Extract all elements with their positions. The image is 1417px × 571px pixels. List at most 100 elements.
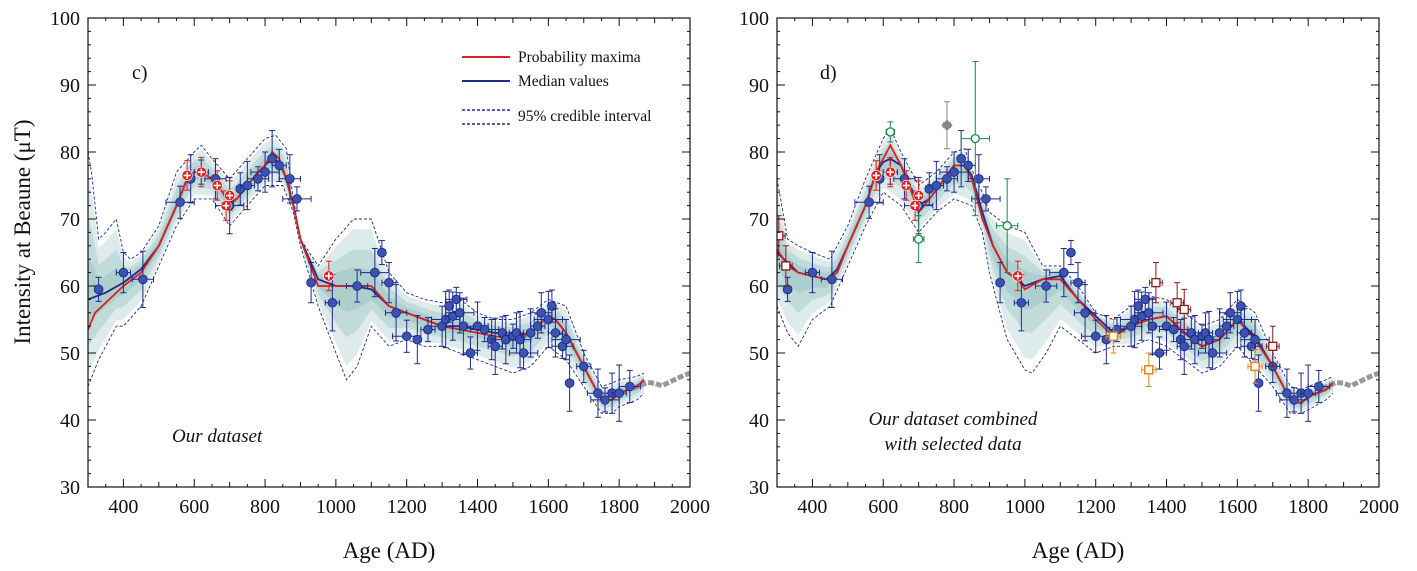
x-tick-label: 600 (868, 496, 898, 518)
data-point (1282, 388, 1292, 399)
selected-point-darkred (1179, 304, 1189, 315)
x-tick-label: 2000 (670, 496, 710, 518)
data-point (253, 174, 263, 184)
y-tick-label: 50 (60, 343, 80, 365)
data-point (974, 174, 984, 184)
data-point (1179, 341, 1190, 352)
data-point (782, 284, 793, 295)
data-point (118, 267, 129, 278)
data-point (1041, 281, 1051, 291)
selected-point-green (1002, 221, 1012, 231)
data-point (1289, 395, 1299, 405)
annotation-line: with selected data (884, 434, 1021, 455)
data-point (550, 328, 561, 338)
selected-point-darkred (1151, 277, 1161, 288)
data-point (956, 153, 966, 164)
x-tick-label: 1800 (599, 496, 639, 518)
data-point (942, 174, 952, 184)
panel-c-legend: Probability maxima Median values 95% cre… (462, 49, 651, 125)
x-tick-label: 1400 (1147, 496, 1187, 518)
reference-model-line (632, 370, 690, 391)
data-point (327, 297, 338, 308)
x-tick-label: 600 (179, 496, 209, 518)
panel-d-annotation: Our dataset combined with selected data (869, 409, 1038, 455)
x-tick-label: 400 (797, 496, 827, 518)
data-point (267, 153, 277, 164)
y-tick-label: 100 (50, 8, 80, 30)
data-point (1214, 328, 1225, 338)
data-point (1140, 294, 1151, 305)
selected-point-grey (941, 119, 953, 131)
data-point (285, 174, 295, 184)
x-tick-label: 1200 (1076, 496, 1116, 518)
data-point (1066, 247, 1076, 258)
x-tick-label: 1600 (1217, 496, 1257, 518)
data-point (138, 274, 148, 285)
credible-interval-upper (88, 134, 645, 388)
panel-c-chart: Age (AD) c) Our dataset Probability maxi… (50, 8, 710, 563)
x-tick-label: 800 (939, 496, 969, 518)
data-point (455, 307, 465, 318)
selected-point-darkred (777, 231, 784, 241)
data-point (532, 321, 543, 332)
data-point (1090, 331, 1101, 342)
data-point (807, 267, 818, 278)
data-point (1168, 324, 1179, 335)
x-tick-label: 1600 (528, 496, 568, 518)
data-point (377, 247, 387, 258)
data-point (384, 277, 394, 288)
data-point (827, 274, 837, 285)
data-point (525, 328, 536, 338)
data-point (931, 180, 942, 191)
legend-label-probability-maxima: Probability maxima (518, 49, 641, 66)
data-point (1073, 277, 1083, 288)
selected-point-green (970, 133, 980, 144)
panel-d-x-axis-label: Age (AD) (1032, 538, 1125, 563)
y-tick-label: 90 (60, 75, 80, 97)
selected-point-orange (1108, 331, 1119, 342)
data-point (444, 301, 455, 311)
panel-c-annotation: Our dataset (172, 426, 263, 447)
x-tick-label: 1400 (458, 496, 498, 518)
x-tick-label: 1800 (1288, 496, 1328, 518)
data-point (412, 334, 423, 345)
x-tick-label: 800 (250, 496, 280, 518)
selected-point-darkred (1268, 341, 1278, 351)
y-axis-label: Intensity at Beaune (μT) (10, 119, 35, 344)
data-point (1250, 334, 1260, 345)
data-point (451, 294, 462, 305)
data-point (1239, 328, 1250, 338)
data-point (1154, 348, 1165, 358)
data-point (401, 331, 412, 342)
data-point (93, 284, 104, 295)
data-point (578, 361, 589, 372)
data-point (564, 378, 575, 388)
x-tick-label: 1000 (316, 496, 356, 518)
credible-interval-lower (88, 185, 645, 414)
x-tick-label: 1000 (1005, 496, 1045, 518)
legend-label-credible-interval: 95% credible interval (518, 108, 651, 125)
data-point (1059, 267, 1069, 278)
y-tick-label: 100 (739, 8, 769, 30)
plot-area (777, 61, 1379, 422)
y-tick-label: 90 (749, 75, 769, 97)
x-tick-label: 2000 (1359, 496, 1399, 518)
data-point (391, 307, 401, 318)
data-point (614, 388, 624, 399)
data-point (1221, 321, 1232, 332)
y-tick-label: 30 (60, 477, 80, 499)
density-band-2 (777, 150, 1333, 407)
data-point (963, 160, 974, 171)
data-point (995, 277, 1005, 288)
y-tick-label: 50 (749, 343, 769, 365)
data-point (352, 281, 362, 291)
data-point (306, 277, 316, 288)
selected-point-darkred (781, 261, 791, 271)
data-point (370, 267, 380, 278)
data-point (1225, 307, 1236, 318)
y-tick-label: 60 (60, 276, 80, 298)
selected-point-green (913, 234, 924, 244)
selected-point-darkred (1172, 298, 1182, 308)
data-point (593, 388, 603, 399)
y-tick-label: 40 (60, 410, 80, 432)
